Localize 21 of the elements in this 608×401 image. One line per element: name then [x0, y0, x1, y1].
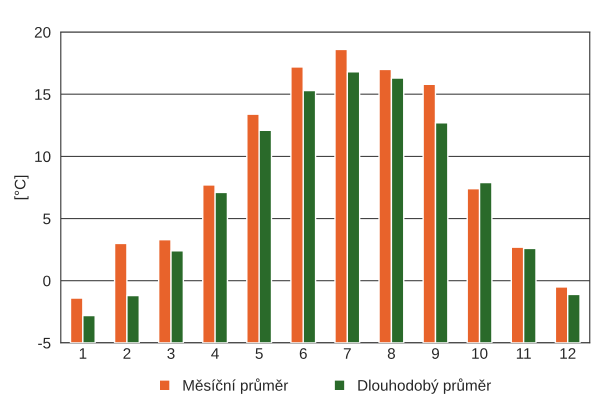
legend-label: Dlouhodobý průměr [358, 378, 492, 394]
x-tick-label: 12 [560, 348, 576, 359]
y-tick-label: -5 [38, 338, 50, 349]
y-tick-label: 0 [43, 276, 50, 286]
y-tick-label: 10 [35, 151, 50, 162]
y-axis-title: [°C] [14, 176, 29, 200]
x-tick-label: 8 [388, 348, 395, 359]
x-tick-label: 7 [344, 348, 351, 359]
x-tick-label: 9 [432, 348, 440, 359]
x-tick-label: 4 [211, 348, 219, 359]
x-tick-label: 3 [167, 348, 175, 359]
legend-label: Měsíční průměr [183, 378, 288, 394]
x-tick-label: 6 [300, 348, 307, 359]
x-tick-label: 11 [516, 348, 531, 359]
y-tick-label: 15 [35, 89, 50, 100]
x-tick-label: 2 [123, 348, 130, 359]
x-tick-label: 1 [80, 348, 86, 359]
y-tick-label: 20 [34, 26, 50, 38]
x-tick-label: 10 [472, 348, 488, 359]
y-tick-label: 5 [43, 214, 50, 224]
x-tick-label: 5 [256, 348, 263, 359]
